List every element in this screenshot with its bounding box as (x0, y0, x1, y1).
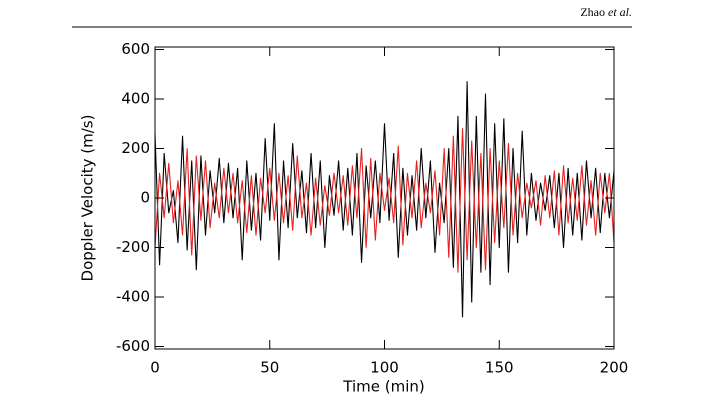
y-tick-label: 200 (121, 139, 150, 157)
x-axis-label: Time (min) (342, 378, 424, 396)
y-tick-label: 400 (121, 89, 150, 107)
header-author: Zhao (580, 5, 605, 19)
x-tick-label: 100 (370, 359, 399, 377)
series-line (154, 81, 615, 318)
header-etal: et al. (608, 5, 632, 19)
x-tick-label: 200 (600, 359, 629, 377)
y-tick-label: -600 (116, 337, 150, 355)
x-tick-label: 150 (485, 359, 514, 377)
y-tick-label: -200 (116, 238, 150, 256)
x-tick-label: 0 (150, 359, 160, 377)
x-tick-label: 50 (260, 359, 279, 377)
plot-frame (154, 46, 615, 350)
series-line (154, 128, 615, 273)
y-tick-label: -400 (116, 288, 150, 306)
header: Zhao et al. (580, 5, 632, 19)
y-axis-label: Doppler Velocity (m/s) (79, 115, 97, 282)
y-tick-label: 600 (121, 40, 150, 58)
y-tick-label: 0 (140, 189, 150, 207)
